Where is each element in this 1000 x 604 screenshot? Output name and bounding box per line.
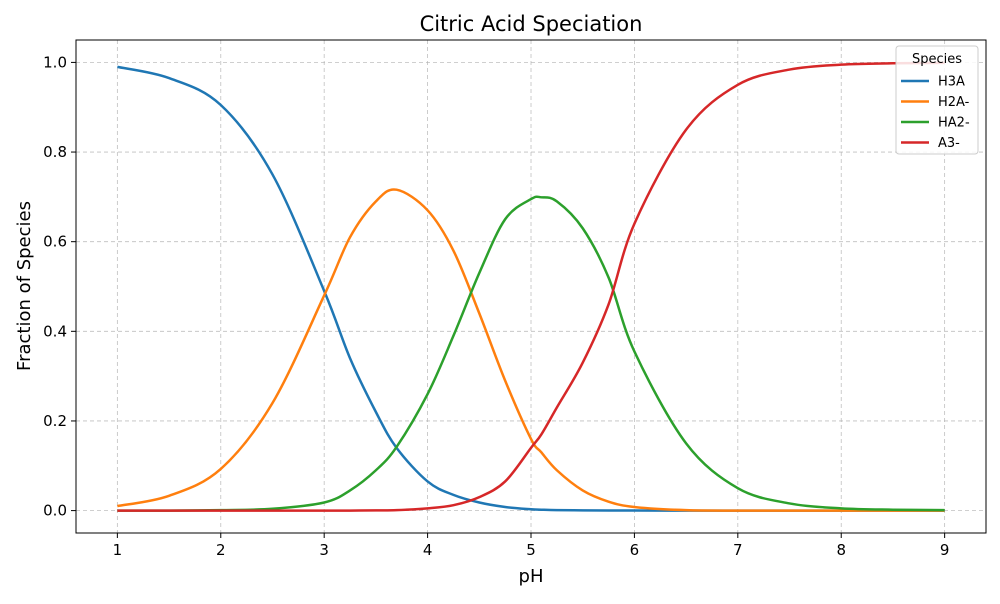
- series-lines: [117, 61, 945, 512]
- x-tick-label: 1: [113, 541, 123, 559]
- x-tick-label: 5: [526, 541, 536, 559]
- legend-box: [895, 45, 979, 155]
- legend-label-ha2: HA2-: [938, 116, 970, 131]
- legend-label-a3: A3-: [938, 136, 960, 151]
- y-tick-label: 0.8: [43, 143, 67, 161]
- legend-label-h2a: H2A-: [938, 95, 970, 110]
- y-tick-label: 0.2: [43, 412, 67, 430]
- x-tick-label: 6: [630, 541, 640, 559]
- legend-items: H3A H2A- HA2- A3-: [901, 75, 970, 151]
- x-tick-label: 3: [319, 541, 329, 559]
- series-line-ha2: [117, 195, 945, 512]
- y-tick-label: 0.6: [43, 233, 67, 251]
- x-tick-label: 4: [423, 541, 433, 559]
- series-line-a3: [117, 61, 945, 512]
- grid: [76, 40, 986, 533]
- x-tick-label: 2: [216, 541, 226, 559]
- legend: Species H3A H2A- HA2- A3-: [895, 45, 979, 155]
- y-tick-label: 0.0: [43, 502, 67, 520]
- x-axis-ticks: 1 2 3 4 5 6 7 8 9: [113, 533, 950, 559]
- legend-label-h3a: H3A: [938, 75, 965, 90]
- y-tick-label: 1.0: [43, 53, 67, 71]
- legend-title: Species: [912, 52, 962, 67]
- y-tick-label: 0.4: [43, 322, 67, 340]
- x-tick-label: 8: [836, 541, 846, 559]
- x-tick-label: 7: [733, 541, 743, 559]
- y-axis-label: Fraction of Species: [14, 201, 35, 371]
- chart-title: Citric Acid Speciation: [420, 12, 643, 36]
- x-tick-label: 9: [940, 541, 950, 559]
- y-axis-ticks: 0.0 0.2 0.4 0.6 0.8 1.0: [43, 53, 76, 520]
- series-line-h2a: [117, 188, 945, 512]
- x-axis-label: pH: [519, 566, 544, 587]
